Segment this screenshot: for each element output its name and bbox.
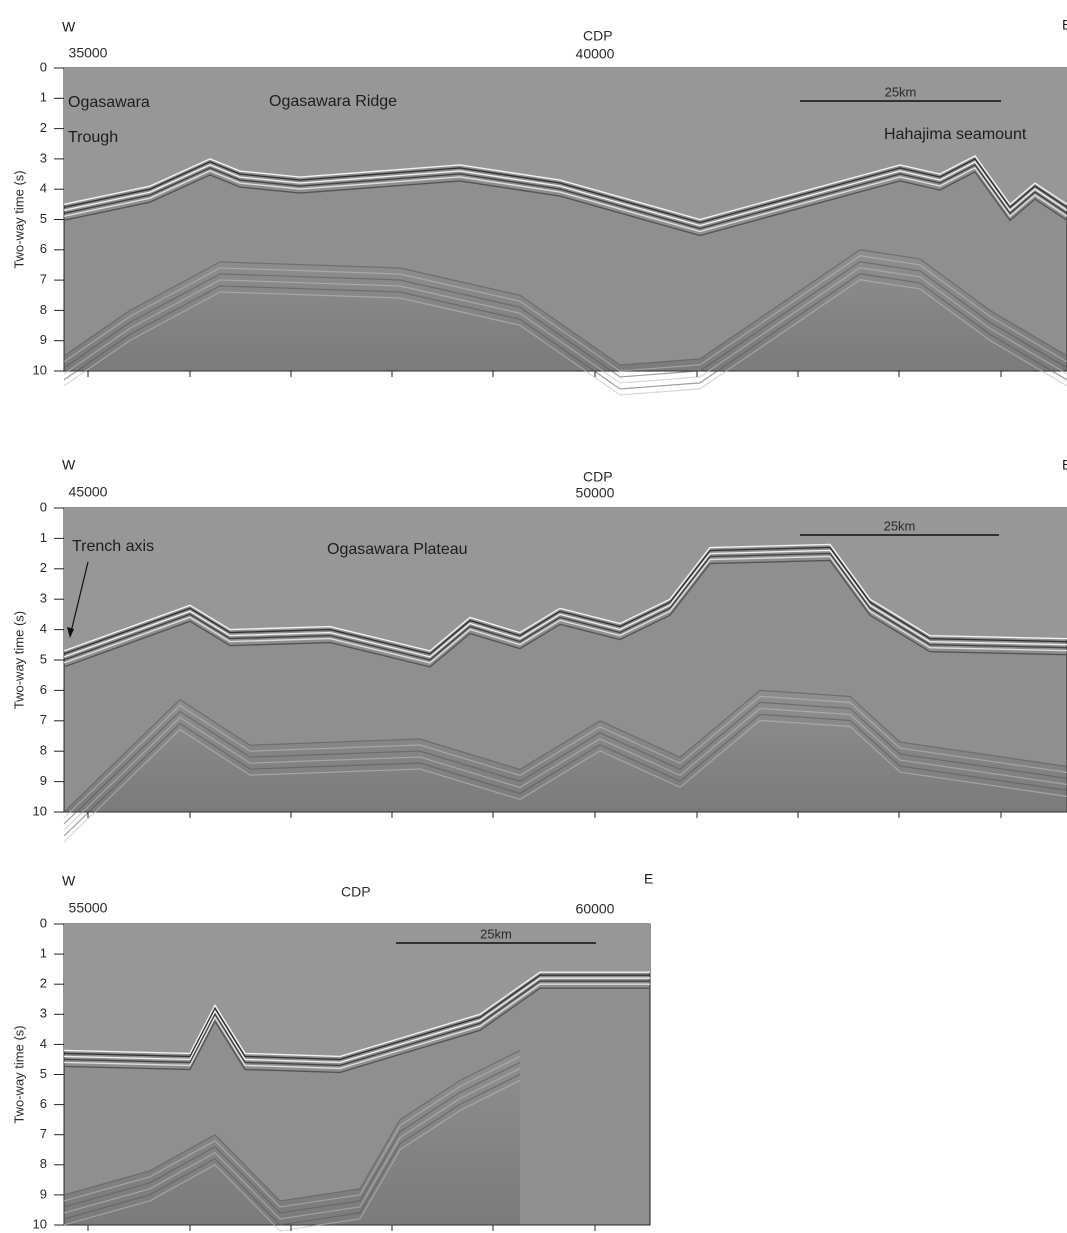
y-tick-label: 5 (40, 211, 47, 226)
y-tick-label: 9 (40, 332, 47, 347)
y-axis-title: Two-way time (s) (11, 170, 26, 268)
y-tick-label: 6 (40, 1096, 47, 1111)
y-tick-label: 6 (40, 241, 47, 256)
y-axis-title: Two-way time (s) (11, 1025, 26, 1123)
x-tick-label: 50000 (576, 485, 615, 501)
seismic-panel (64, 68, 1067, 395)
y-tick-label: 2 (40, 976, 47, 991)
y-tick-label: 4 (40, 181, 47, 196)
scale-bar-label: 25km (480, 926, 512, 941)
east-label: E (1062, 17, 1067, 33)
x-tick-label: 60000 (576, 901, 615, 917)
annotation: Trench axis (72, 538, 154, 555)
y-tick-label: 0 (40, 499, 47, 514)
x-axis-title: CDP (583, 469, 613, 485)
scale-bar-label: 25km (884, 518, 916, 533)
y-tick-label: 3 (40, 1006, 47, 1021)
y-tick-label: 0 (40, 59, 47, 74)
x-tick-label: 40000 (576, 46, 615, 62)
y-tick-label: 5 (40, 651, 47, 666)
y-tick-label: 8 (40, 1156, 47, 1171)
y-tick-label: 1 (40, 946, 47, 961)
y-tick-label: 9 (40, 1186, 47, 1201)
west-label: W (62, 19, 76, 35)
y-tick-label: 7 (40, 712, 47, 727)
y-axis-title: Two-way time (s) (11, 611, 26, 709)
east-label: E (644, 871, 653, 887)
east-label: E (1062, 457, 1067, 473)
y-tick-label: 7 (40, 272, 47, 287)
y-tick-label: 8 (40, 302, 47, 317)
y-tick-label: 4 (40, 621, 47, 636)
x-axis-title: CDP (583, 28, 613, 44)
y-tick-label: 3 (40, 150, 47, 165)
annotation: Hahajima seamount (884, 126, 1027, 143)
annotation: Trough (68, 129, 118, 146)
x-tick-label: 35000 (69, 45, 108, 61)
y-tick-label: 1 (40, 90, 47, 105)
y-tick-label: 8 (40, 743, 47, 758)
y-tick-label: 10 (33, 362, 47, 377)
west-label: W (62, 873, 76, 889)
scale-bar-label: 25km (885, 84, 917, 99)
y-tick-label: 1 (40, 530, 47, 545)
y-tick-label: 5 (40, 1066, 47, 1081)
y-tick-label: 2 (40, 560, 47, 575)
annotation: Ogasawara (68, 94, 150, 111)
y-tick-label: 6 (40, 682, 47, 697)
x-axis-title: CDP (341, 884, 371, 900)
annotation: Ogasawara Ridge (269, 93, 397, 110)
seismic-panel (64, 508, 1067, 842)
y-tick-label: 10 (33, 1216, 47, 1231)
x-tick-label: 45000 (69, 484, 108, 500)
y-tick-label: 4 (40, 1036, 47, 1051)
seismic-panel (64, 924, 650, 1231)
west-label: W (62, 457, 76, 473)
y-tick-label: 9 (40, 773, 47, 788)
y-tick-label: 0 (40, 915, 47, 930)
figure: Two-way time (s)012345678910WECDP3500040… (0, 0, 1067, 1233)
y-tick-label: 10 (33, 803, 47, 818)
y-tick-label: 3 (40, 591, 47, 606)
annotation: Ogasawara Plateau (327, 541, 468, 558)
x-tick-label: 55000 (69, 900, 108, 916)
y-tick-label: 2 (40, 120, 47, 135)
y-tick-label: 7 (40, 1126, 47, 1141)
